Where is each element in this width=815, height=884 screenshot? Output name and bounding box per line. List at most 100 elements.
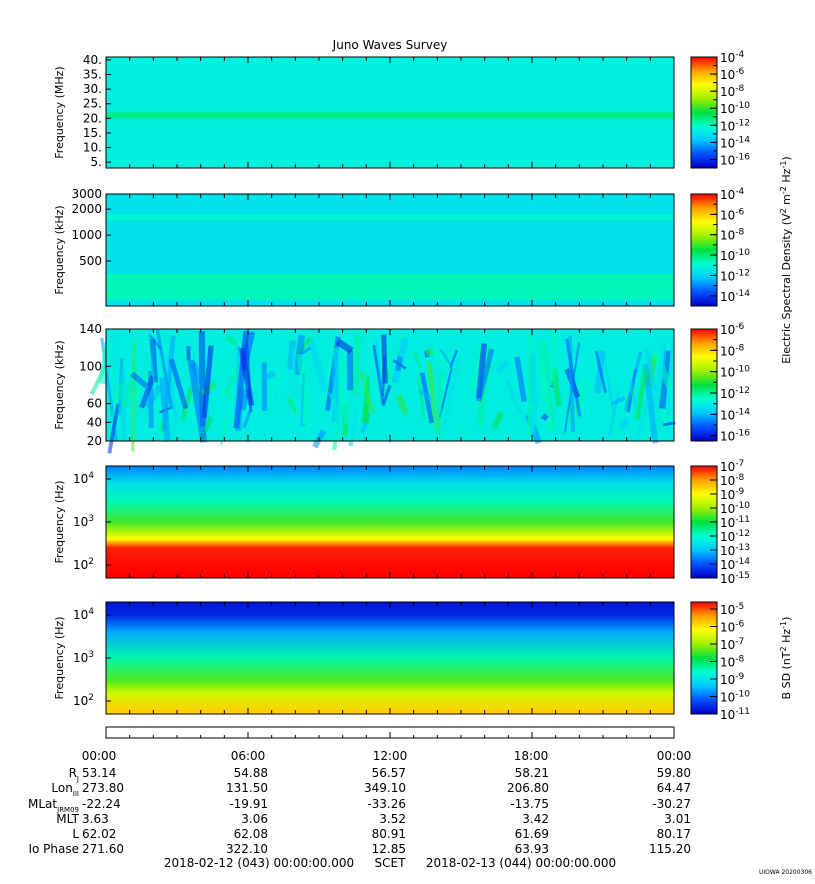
colorbar-tick-label: 10-7 xyxy=(720,637,744,652)
ephemeris-value: 12.85 xyxy=(372,842,406,856)
ephemeris-value: 54.88 xyxy=(234,766,268,780)
colorbar-tick-label: 10-4 xyxy=(720,50,745,65)
colorbar-tick-label: 10-10 xyxy=(720,101,750,116)
y-tick-label: 60 xyxy=(87,397,102,411)
footer-scet-label: SCET xyxy=(375,856,407,870)
spectral-band xyxy=(106,215,674,221)
ephemeris-value: 3.01 xyxy=(664,812,691,826)
colorbar-tick-label: 10-8 xyxy=(720,228,745,243)
spectrogram-image xyxy=(106,602,674,714)
footer-stamp: UIOWA 20200306 xyxy=(759,869,812,876)
colorbar-tick-label: 10-10 xyxy=(720,690,750,705)
footer-end-time: 2018-02-13 (044) 00:00:00.000 xyxy=(426,856,616,870)
ephemeris-value: 80.91 xyxy=(372,827,406,841)
colorbar-tick-label: 10-8 xyxy=(720,84,745,99)
emission-streak xyxy=(115,333,118,365)
time-label: 06:00 xyxy=(231,749,266,763)
time-label: 18:00 xyxy=(514,749,549,763)
y-tick-label: 500 xyxy=(79,254,102,268)
emission-streak xyxy=(384,335,385,384)
colorbar-tick-label: 10-4 xyxy=(720,187,745,202)
colorbar-tick-label: 10-6 xyxy=(720,620,745,635)
y-tick-label: 10. xyxy=(83,141,102,155)
ephemeris-value: 59.80 xyxy=(657,766,691,780)
ephemeris-value: 273.80 xyxy=(82,781,124,795)
ephemeris-value: -19.91 xyxy=(229,797,268,811)
time-label: 12:00 xyxy=(373,749,408,763)
spectrogram-panel-1: 40.35.30.25.20.15.10.5.Frequency (MHz)10… xyxy=(53,50,750,169)
colorbar-tick-label: 10-12 xyxy=(720,386,750,401)
ephemeris-value: 56.57 xyxy=(372,766,406,780)
ephemeris-value: 58.21 xyxy=(515,766,549,780)
y-tick-label: 2000 xyxy=(71,202,102,216)
y-tick-label: 103 xyxy=(73,650,94,665)
ephemeris-value: 3.06 xyxy=(241,812,268,826)
y-tick-label: 3000 xyxy=(71,187,102,201)
ephemeris-row-label: L xyxy=(72,827,79,841)
ephemeris-row-label: LonIII xyxy=(51,781,79,798)
ephemeris-value: 3.52 xyxy=(379,812,406,826)
ephemeris-value: 63.93 xyxy=(515,842,549,856)
y-tick-label: 20. xyxy=(83,111,102,125)
colorbar-tick-label: 10-6 xyxy=(720,207,745,222)
figure-title: Juno Waves Survey xyxy=(332,38,448,52)
footer-start-time: 2018-02-12 (043) 00:00:00.000 xyxy=(164,856,354,870)
ephemeris-value: 349.10 xyxy=(364,781,406,795)
colorbar xyxy=(691,602,717,714)
emission-streak xyxy=(303,425,304,426)
y-tick-label: 5. xyxy=(91,155,102,169)
colorbar-tick-label: 10-9 xyxy=(720,487,745,502)
emission-streak xyxy=(426,351,433,354)
ephemeris-value: 115.20 xyxy=(649,842,691,856)
colorbar-tick-label: 10-8 xyxy=(720,473,745,488)
y-tick-label: 15. xyxy=(83,126,102,140)
ephemeris-value: 61.69 xyxy=(515,827,549,841)
colorbar-tick-label: 10-12 xyxy=(720,268,750,283)
ephemeris-value: 206.80 xyxy=(507,781,549,795)
ephemeris-value: -22.24 xyxy=(82,797,121,811)
colorbar-tick-label: 10-13 xyxy=(720,543,750,558)
y-tick-label: 40 xyxy=(87,415,102,429)
y-tick-label: 35. xyxy=(83,68,102,82)
ephemeris-value: -30.27 xyxy=(652,797,691,811)
spectrogram-image xyxy=(106,466,674,578)
colorbar xyxy=(691,194,717,306)
y-tick-label: 40. xyxy=(83,53,102,67)
colorbar-tick-label: 10-14 xyxy=(720,407,750,422)
ephemeris-row-label: MLT xyxy=(56,812,79,826)
colorbar-tick-label: 10-12 xyxy=(720,118,750,133)
y-tick-label: 103 xyxy=(73,514,94,529)
emission-streak xyxy=(492,367,493,368)
electric-colorbar-title: Electric Spectral Density (V2 m-2 Hz-1) xyxy=(779,156,793,363)
colorbar-tick-label: 10-14 xyxy=(720,135,750,150)
emission-streak xyxy=(435,380,436,428)
emission-streak xyxy=(531,403,532,433)
emission-streak xyxy=(553,329,554,385)
y-tick-label: 104 xyxy=(73,471,94,486)
colorbar-tick-label: 10-15 xyxy=(720,571,750,586)
ephemeris-value: 62.08 xyxy=(234,827,268,841)
ephemeris-value: 131.50 xyxy=(226,781,268,795)
time-label: 00:00 xyxy=(657,749,692,763)
ephemeris-value: -33.26 xyxy=(367,797,406,811)
spectral-band xyxy=(106,274,674,300)
ephemeris-value: 3.63 xyxy=(82,812,109,826)
colorbar-tick-label: 10-14 xyxy=(720,557,750,572)
colorbar-tick-label: 10-6 xyxy=(720,322,745,337)
emission-streak xyxy=(389,347,391,391)
y-tick-label: 102 xyxy=(73,693,94,708)
y-axis-label: Frequency (MHz) xyxy=(53,66,66,158)
colorbar-tick-label: 10-5 xyxy=(720,602,744,617)
spectral-band xyxy=(106,112,674,118)
magnetic-colorbar-title: B SD (nT2 Hz-1) xyxy=(779,617,793,700)
colorbar-tick-label: 10-16 xyxy=(720,429,750,444)
colorbar-tick-label: 10-11 xyxy=(720,515,750,530)
ephemeris-value: 64.47 xyxy=(657,781,691,795)
emission-streak xyxy=(243,389,247,410)
y-tick-label: 140 xyxy=(79,322,102,336)
ephemeris-value: 53.14 xyxy=(82,766,116,780)
y-tick-label: 104 xyxy=(73,607,94,622)
